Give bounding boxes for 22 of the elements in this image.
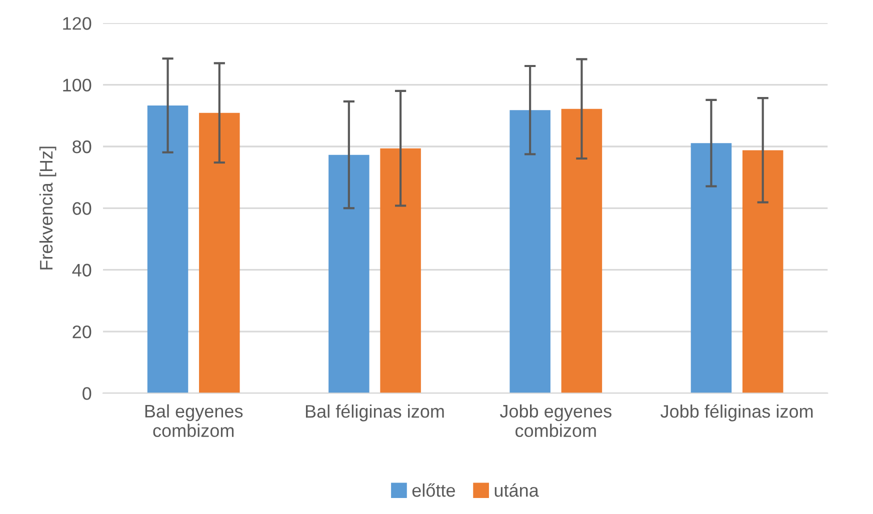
bar [380, 148, 421, 394]
bar [147, 105, 188, 394]
bar [328, 154, 370, 394]
y-tick-label: 100 [63, 78, 92, 92]
bar [510, 110, 550, 394]
y-tick-label: 20 [72, 325, 92, 338]
y-axis-title: Frekvencia [Hz] [39, 146, 56, 270]
legend-label: előtte [412, 483, 455, 497]
y-tick-label: 40 [72, 264, 92, 277]
y-tick-label: 120 [63, 17, 92, 30]
y-tick-label: 80 [72, 140, 92, 154]
y-tick-label: 60 [72, 202, 92, 215]
bar [690, 143, 732, 394]
bar [561, 108, 602, 394]
x-tick-label: Bal egyenes combizom [145, 404, 243, 438]
y-tick-label: 0 [82, 387, 92, 400]
bar [742, 150, 784, 394]
x-tick-label: Jobb egyenes combizom [500, 404, 612, 438]
bar [199, 112, 240, 394]
x-tick-label: Bal féliginas izom [306, 404, 444, 422]
x-tick-label: Jobb féliginas izom [660, 404, 813, 422]
legend-label: utána [494, 483, 539, 497]
